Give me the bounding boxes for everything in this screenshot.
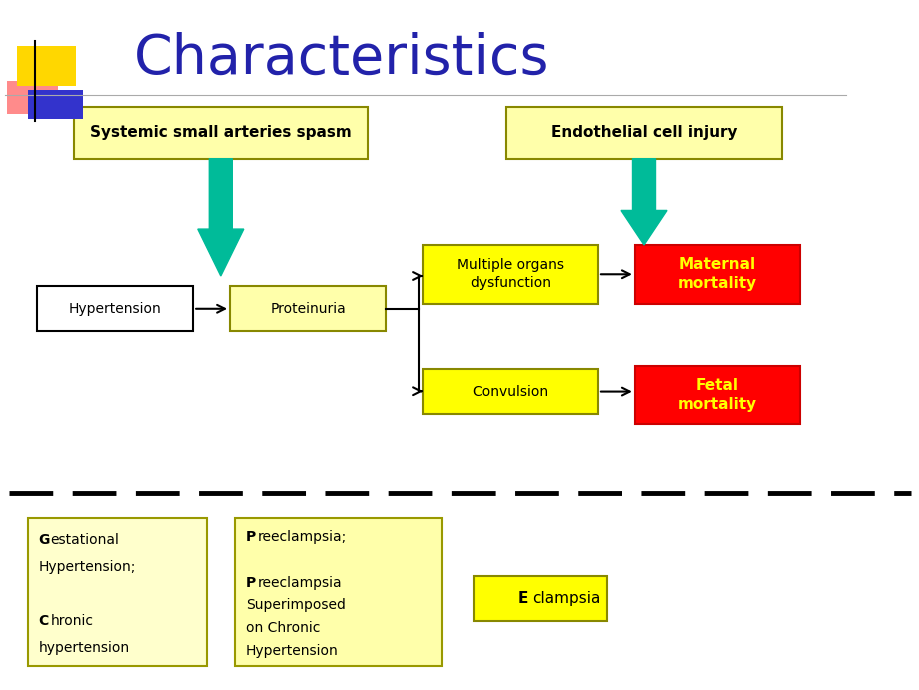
Bar xyxy=(28,90,83,119)
FancyBboxPatch shape xyxy=(28,518,207,666)
Text: hypertension: hypertension xyxy=(39,641,130,655)
Text: E: E xyxy=(516,591,528,606)
FancyArrow shape xyxy=(620,159,666,245)
Text: Hypertension: Hypertension xyxy=(245,644,338,658)
Bar xyxy=(7,81,58,114)
FancyBboxPatch shape xyxy=(423,245,597,304)
Text: estational: estational xyxy=(51,533,119,547)
Text: Convulsion: Convulsion xyxy=(472,384,548,399)
FancyBboxPatch shape xyxy=(634,366,800,424)
Text: P: P xyxy=(245,575,255,589)
Text: reeclampsia: reeclampsia xyxy=(257,575,342,589)
FancyArrow shape xyxy=(198,159,244,276)
FancyBboxPatch shape xyxy=(423,369,597,414)
Text: Systemic small arteries spasm: Systemic small arteries spasm xyxy=(90,126,351,140)
Text: G: G xyxy=(39,533,50,547)
FancyBboxPatch shape xyxy=(37,286,193,331)
Text: Maternal
mortality: Maternal mortality xyxy=(677,257,756,291)
FancyBboxPatch shape xyxy=(473,576,607,621)
FancyBboxPatch shape xyxy=(505,107,781,159)
Text: Proteinuria: Proteinuria xyxy=(270,302,346,316)
Text: Hypertension;: Hypertension; xyxy=(39,560,136,574)
Text: Characteristics: Characteristics xyxy=(133,32,549,86)
Text: Endothelial cell injury: Endothelial cell injury xyxy=(550,126,736,140)
Text: hronic: hronic xyxy=(51,614,94,629)
Text: Hypertension: Hypertension xyxy=(69,302,161,316)
FancyBboxPatch shape xyxy=(234,518,441,666)
Text: on Chronic: on Chronic xyxy=(245,621,320,635)
Text: Fetal
mortality: Fetal mortality xyxy=(677,378,756,412)
Text: reeclampsia;: reeclampsia; xyxy=(257,530,346,544)
FancyBboxPatch shape xyxy=(230,286,386,331)
Text: Multiple organs
dysfunction: Multiple organs dysfunction xyxy=(457,258,563,290)
FancyBboxPatch shape xyxy=(634,245,800,304)
Bar xyxy=(17,46,76,86)
Text: C: C xyxy=(39,614,49,629)
FancyBboxPatch shape xyxy=(74,107,368,159)
Text: clampsia: clampsia xyxy=(531,591,600,606)
Text: P: P xyxy=(245,530,255,544)
Text: Superimposed: Superimposed xyxy=(245,598,346,612)
